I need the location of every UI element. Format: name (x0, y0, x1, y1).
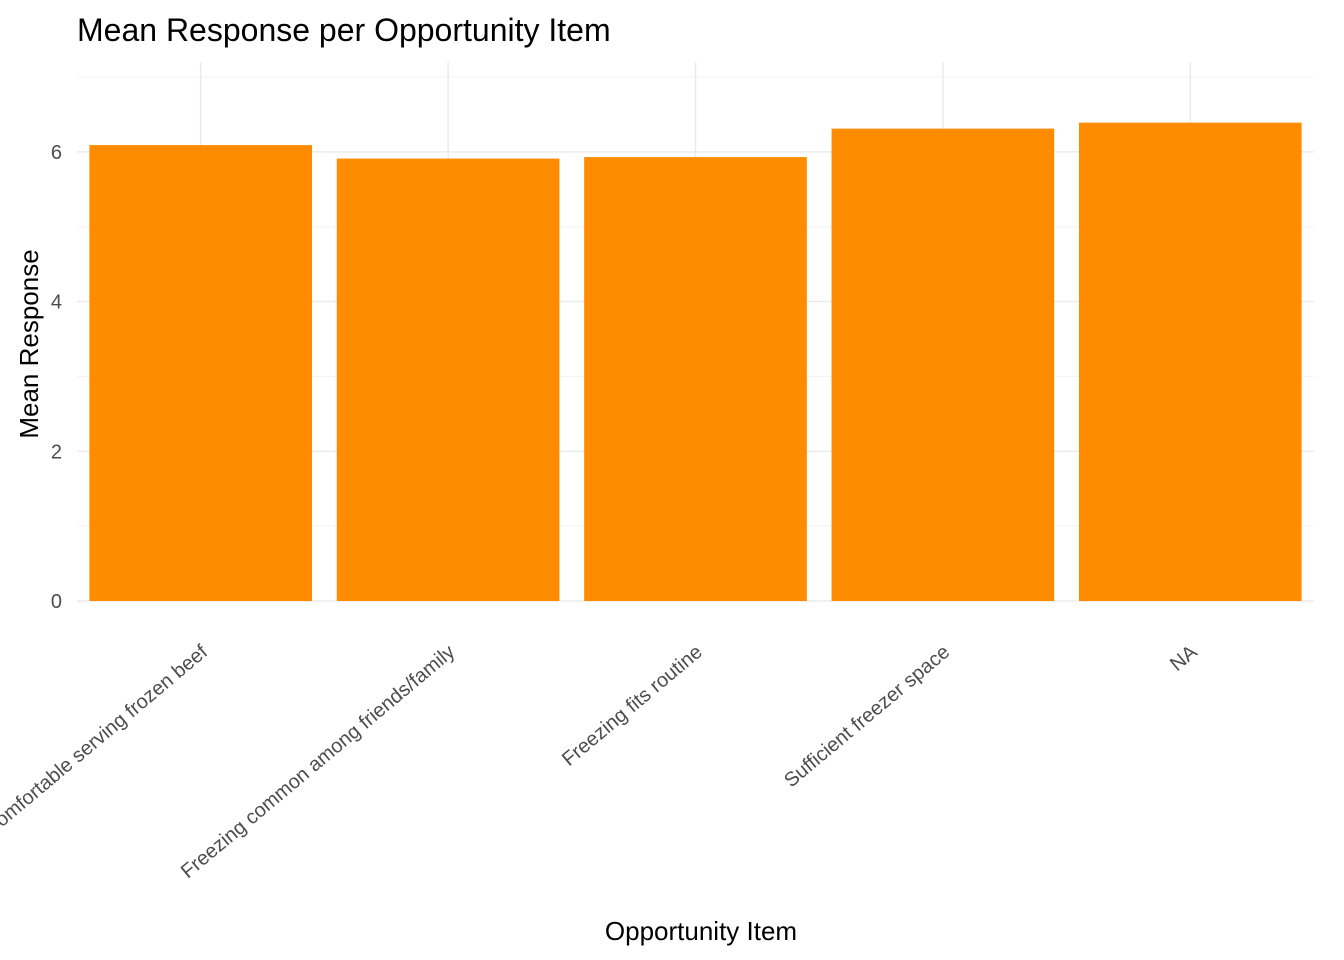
y-tick-label: 4 (51, 292, 62, 314)
y-tick-label: 6 (51, 142, 62, 164)
y-tick-label: 0 (51, 591, 62, 613)
y-axis-title: Mean Response (14, 249, 44, 438)
y-tick-label: 2 (51, 441, 62, 463)
bar (336, 158, 560, 601)
y-axis-ticks: 0 2 4 6 (51, 142, 62, 613)
bars-layer (89, 122, 1302, 602)
x-axis-ticks: Comfortable serving frozen beefFreezing … (0, 641, 1202, 883)
x-tick-label: Comfortable serving frozen beef (0, 641, 212, 841)
x-tick-label: Freezing common among friends/family (177, 641, 459, 883)
chart-title: Mean Response per Opportunity Item (77, 12, 611, 48)
x-tick-label: Sufficient freezer space (780, 641, 954, 792)
bar (584, 157, 807, 601)
x-tick-label: Freezing fits routine (558, 641, 707, 771)
x-tick-label: NA (1166, 641, 1202, 676)
bar (1078, 122, 1302, 601)
bar (831, 128, 1055, 601)
x-axis-title: Opportunity Item (605, 916, 797, 946)
bar (89, 145, 313, 602)
